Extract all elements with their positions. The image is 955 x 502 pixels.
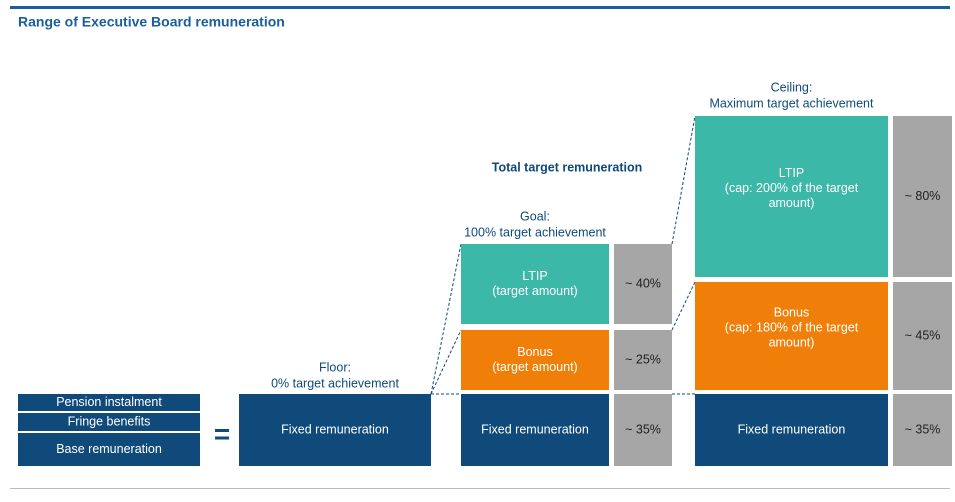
share-box (893, 394, 952, 466)
block-label: amount) (769, 196, 815, 210)
scenario-heading: Ceiling: (771, 80, 813, 94)
share-label: ~ 45% (905, 328, 941, 342)
component-box (18, 413, 200, 431)
scenario-heading: Floor: (319, 360, 351, 374)
block (461, 394, 609, 466)
share-label: ~ 25% (625, 352, 661, 366)
share-label: ~ 35% (625, 422, 661, 436)
block (461, 330, 609, 390)
scenario-heading: 100% target achievement (464, 225, 606, 239)
title: Range of Executive Board remuneration (18, 14, 285, 30)
connectors (430, 115, 696, 395)
scenario-heading: 0% target achievement (271, 376, 399, 390)
share-box (614, 244, 672, 324)
block-label: Fixed remuneration (281, 422, 389, 436)
block (461, 244, 609, 324)
block-label: Bonus (774, 305, 809, 319)
share-label: ~ 40% (625, 276, 661, 290)
share-box (893, 282, 952, 390)
share-label: ~ 80% (905, 189, 941, 203)
component-box (18, 433, 200, 466)
share-box (614, 394, 672, 466)
block-label: (cap: 180% of the target (725, 320, 859, 334)
scenario-heading: Goal: (520, 209, 550, 223)
equals-sign: = (214, 418, 230, 449)
component-box (18, 394, 200, 411)
bottom-rule (10, 488, 950, 489)
block-label: (cap: 200% of the target (725, 181, 859, 195)
block-label: (target amount) (492, 284, 577, 298)
block-label: LTIP (779, 166, 804, 180)
share-box (614, 330, 672, 390)
share-label: ~ 35% (905, 422, 941, 436)
block (695, 394, 888, 466)
block-label: Fixed remuneration (481, 422, 589, 436)
block-label: Fixed remuneration (738, 422, 846, 436)
block-label: Bonus (517, 345, 552, 359)
block-label: LTIP (522, 269, 547, 283)
block (695, 116, 888, 277)
top-rule (10, 6, 950, 9)
component-label: Pension instalment (56, 395, 162, 409)
block (695, 282, 888, 390)
block (239, 394, 431, 466)
component-label: Base remuneration (56, 442, 162, 456)
total-target-label: Total target remuneration (492, 160, 642, 174)
block-label: amount) (769, 335, 815, 349)
block-label: (target amount) (492, 360, 577, 374)
component-label: Fringe benefits (68, 414, 151, 428)
scenario-heading: Maximum target achievement (710, 96, 874, 110)
share-box (893, 116, 952, 277)
